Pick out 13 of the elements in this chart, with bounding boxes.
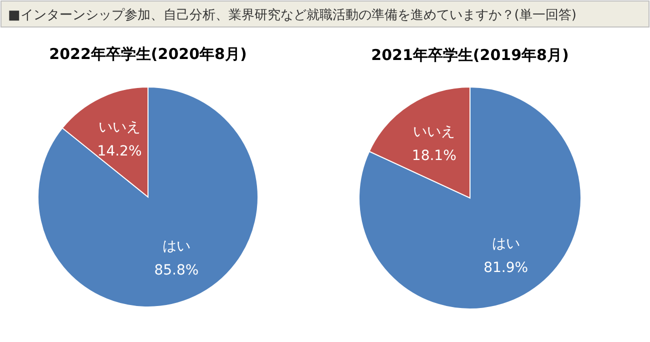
- data-label: 14.2%: [97, 143, 142, 160]
- data-label: 85.8%: [154, 262, 199, 279]
- pie-slice: [38, 86, 258, 308]
- data-label: 18.1%: [412, 148, 456, 164]
- slice-label: はい: [492, 236, 520, 252]
- slice-label: はい: [162, 238, 190, 255]
- text: ■インターンシップ参加、自己分析、業界研究など就職活動の準備を進めていますか？(単一回答): [8, 8, 576, 23]
- slice-label: いいえ: [98, 119, 141, 136]
- data-label: 81.9%: [484, 260, 528, 276]
- chart-title: 2021年卒学生(2019年8月): [371, 46, 569, 64]
- slice-label: いいえ: [413, 124, 456, 140]
- chart-subtitle: 2022年卒学生(2020年8月): [49, 45, 247, 63]
- pie-slice: [358, 86, 582, 310]
